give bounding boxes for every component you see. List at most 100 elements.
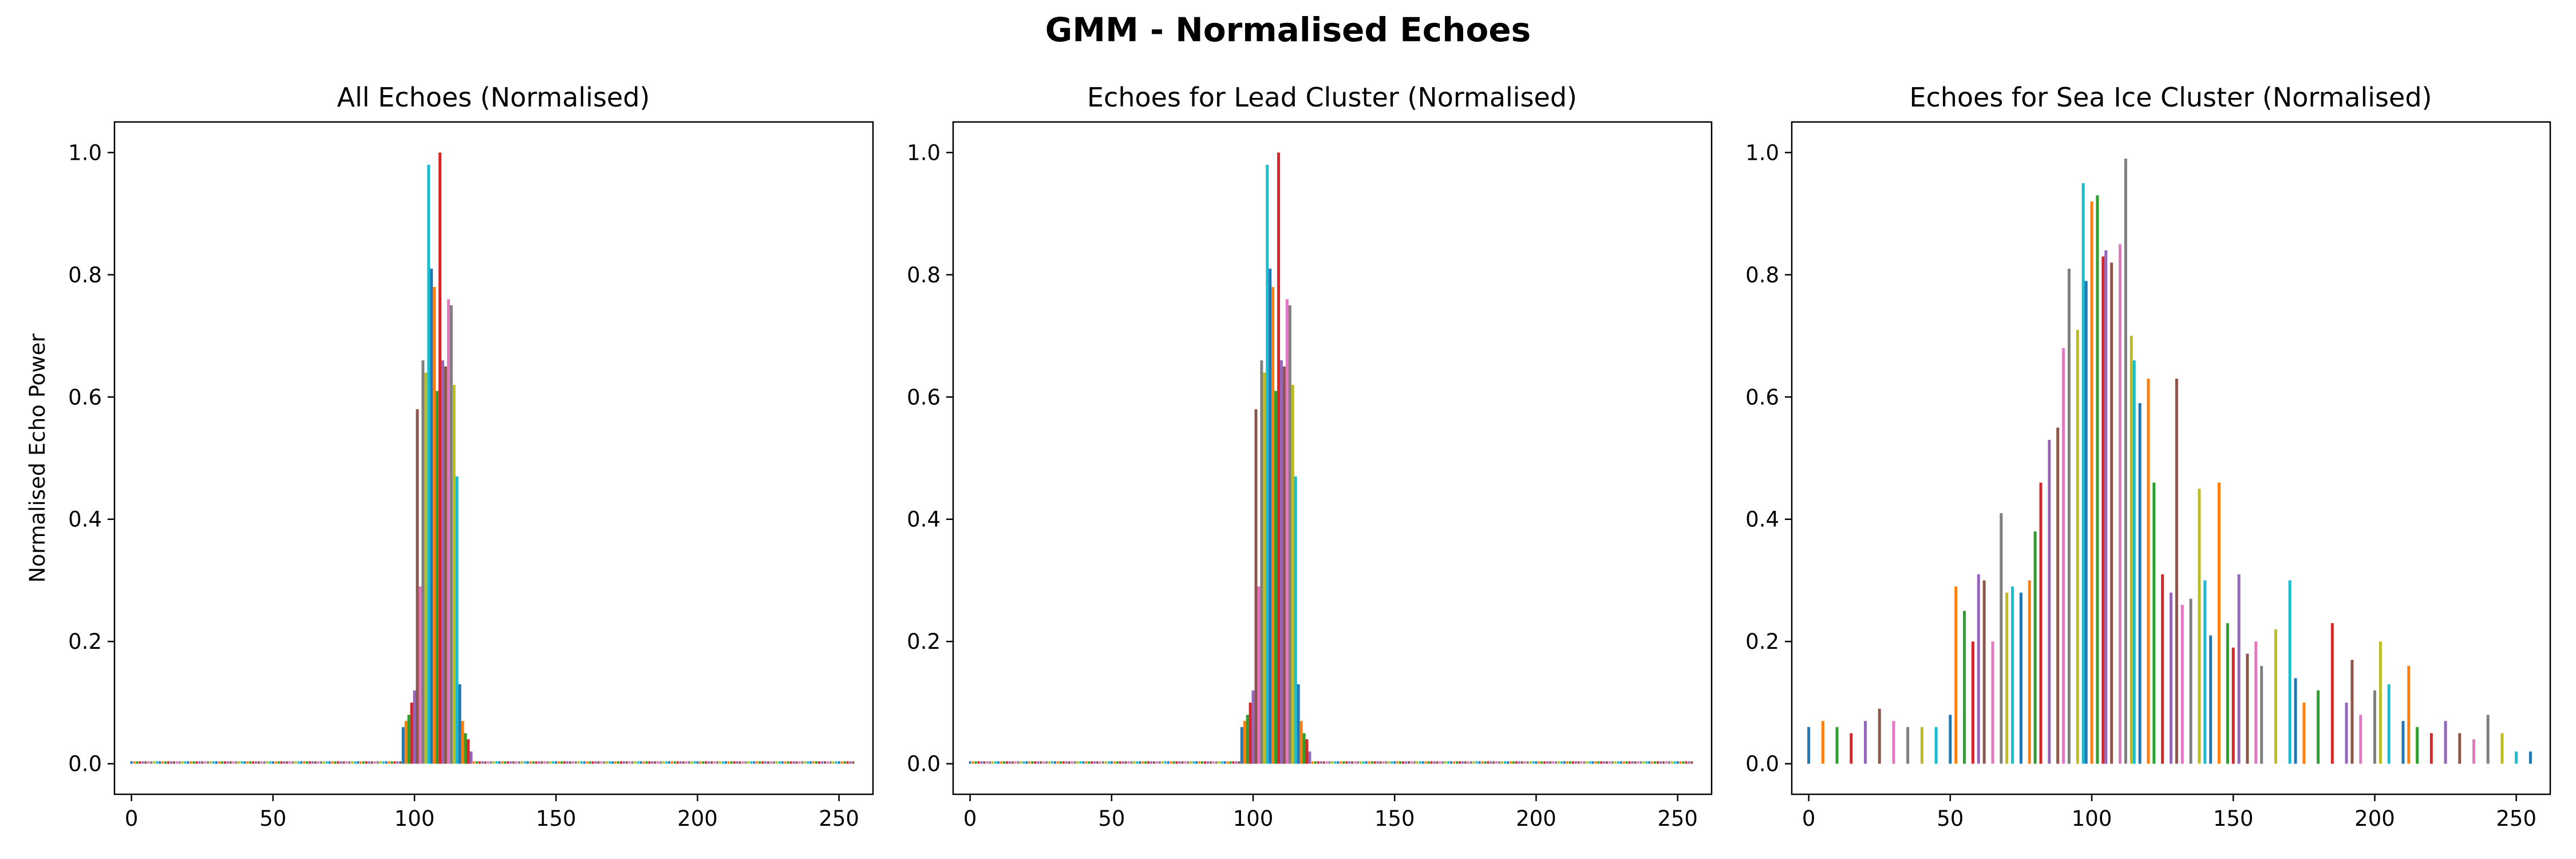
y-tick-label: 0.2 bbox=[1745, 629, 1779, 654]
y-tick-label: 1.0 bbox=[1745, 140, 1779, 165]
x-tick-label: 250 bbox=[819, 806, 859, 831]
echo-bar bbox=[2246, 653, 2249, 764]
echo-bar bbox=[2254, 641, 2258, 764]
echo-bar bbox=[2458, 733, 2462, 764]
echo-bar bbox=[449, 305, 453, 764]
echo-bar bbox=[1954, 586, 1958, 764]
echo-bar bbox=[1274, 391, 1278, 764]
echo-bar bbox=[416, 409, 419, 764]
plot-area bbox=[130, 152, 855, 764]
x-tick-label: 150 bbox=[2213, 806, 2254, 831]
y-tick-label: 0.8 bbox=[907, 263, 941, 287]
echo-bar bbox=[2138, 403, 2142, 764]
x-tick-label: 50 bbox=[259, 806, 286, 831]
echo-bar bbox=[2068, 269, 2071, 764]
echo-bar bbox=[413, 690, 416, 764]
echo-bar bbox=[410, 702, 413, 764]
echo-bar bbox=[1991, 641, 1994, 764]
y-tick-label: 0.4 bbox=[68, 507, 102, 532]
x-tick-label: 100 bbox=[394, 806, 435, 831]
echo-bar bbox=[1291, 384, 1294, 764]
axes-frame bbox=[1791, 121, 2551, 795]
echo-bar bbox=[1963, 610, 1966, 764]
x-tick-label: 150 bbox=[1374, 806, 1415, 831]
echo-bar bbox=[2294, 678, 2297, 764]
figure-title: GMM - Normalised Echoes bbox=[1045, 10, 1531, 49]
echo-bar bbox=[1977, 574, 1980, 764]
echo-bar bbox=[2302, 702, 2306, 764]
echo-bar bbox=[433, 287, 436, 764]
panel-title: Echoes for Sea Ice Cluster (Normalised) bbox=[1910, 82, 2432, 113]
echo-bar bbox=[2330, 623, 2334, 764]
echo-bar bbox=[424, 372, 428, 764]
x-tick-label: 100 bbox=[2072, 806, 2112, 831]
echo-bar bbox=[2129, 336, 2133, 764]
x-tick-label: 250 bbox=[1657, 806, 1698, 831]
echo-bar bbox=[1249, 702, 1252, 764]
echo-bar bbox=[2203, 580, 2207, 764]
x-tick-label: 50 bbox=[1937, 806, 1963, 831]
echo-bar bbox=[2350, 660, 2354, 764]
echo-bar bbox=[461, 720, 464, 764]
echo-bar bbox=[1305, 739, 1309, 764]
echo-bar bbox=[2076, 329, 2079, 764]
echo-bar bbox=[436, 391, 439, 764]
echo-bar bbox=[438, 152, 442, 764]
echo-bar bbox=[1240, 727, 1243, 764]
echo-bar bbox=[2039, 482, 2042, 764]
echo-bar bbox=[2152, 482, 2156, 764]
echo-bar bbox=[2515, 751, 2518, 764]
x-tick-label: 200 bbox=[2354, 806, 2395, 831]
echo-bar bbox=[401, 727, 405, 764]
echo-bar bbox=[452, 384, 456, 764]
echo-bar bbox=[1299, 720, 1303, 764]
x-tick-label: 150 bbox=[536, 806, 576, 831]
echo-bar bbox=[2317, 690, 2320, 764]
echo-bar bbox=[2081, 183, 2085, 764]
echo-bar bbox=[2104, 250, 2108, 764]
echo-bar bbox=[2147, 379, 2150, 764]
echo-bar bbox=[2096, 195, 2099, 764]
y-tick-label: 1.0 bbox=[907, 140, 941, 165]
echo-bar bbox=[2124, 159, 2127, 764]
echo-bar bbox=[2084, 281, 2088, 764]
echo-bar bbox=[430, 269, 433, 764]
panel-title: Echoes for Lead Cluster (Normalised) bbox=[1087, 82, 1577, 113]
echo-bar bbox=[2033, 531, 2037, 764]
echo-bar bbox=[1920, 727, 1923, 764]
y-tick-label: 0.4 bbox=[907, 507, 941, 532]
echo-bar bbox=[1878, 708, 1881, 764]
plot-area bbox=[1807, 159, 2532, 764]
echo-bar bbox=[427, 164, 430, 764]
echo-bar bbox=[2260, 665, 2263, 764]
echo-bar bbox=[2444, 720, 2447, 764]
echo-bar bbox=[1282, 366, 1286, 764]
echo-bar bbox=[469, 751, 473, 764]
x-tick-label: 0 bbox=[1802, 806, 1816, 831]
echo-bar bbox=[2189, 598, 2192, 764]
echo-bar bbox=[2288, 580, 2291, 764]
echo-bar bbox=[2472, 739, 2476, 764]
echo-bar bbox=[444, 366, 447, 764]
echo-bar bbox=[2048, 439, 2051, 764]
echo-bar bbox=[1297, 684, 1300, 764]
x-tick-label: 50 bbox=[1098, 806, 1125, 831]
echo-bar bbox=[441, 360, 445, 764]
echo-bar bbox=[2416, 727, 2419, 764]
echo-bar bbox=[1971, 641, 1974, 764]
y-tick-label: 1.0 bbox=[68, 140, 102, 165]
axes-frame bbox=[113, 121, 874, 795]
echo-bar bbox=[2407, 665, 2411, 764]
echo-bar bbox=[1263, 372, 1266, 764]
echo-bar bbox=[2218, 482, 2221, 764]
panel-all-echoes: All Echoes (Normalised) Normalised Echo … bbox=[25, 82, 874, 831]
echo-bar bbox=[2056, 427, 2060, 764]
echo-bar bbox=[2387, 684, 2391, 764]
echo-bar bbox=[1285, 299, 1289, 764]
x-tick-label: 250 bbox=[2496, 806, 2537, 831]
y-tick-label: 0.6 bbox=[68, 385, 102, 409]
echo-bar bbox=[1260, 360, 1263, 764]
y-tick-label: 0.0 bbox=[1745, 752, 1779, 777]
echo-bar bbox=[1308, 751, 1311, 764]
echo-bar bbox=[1864, 720, 1867, 764]
